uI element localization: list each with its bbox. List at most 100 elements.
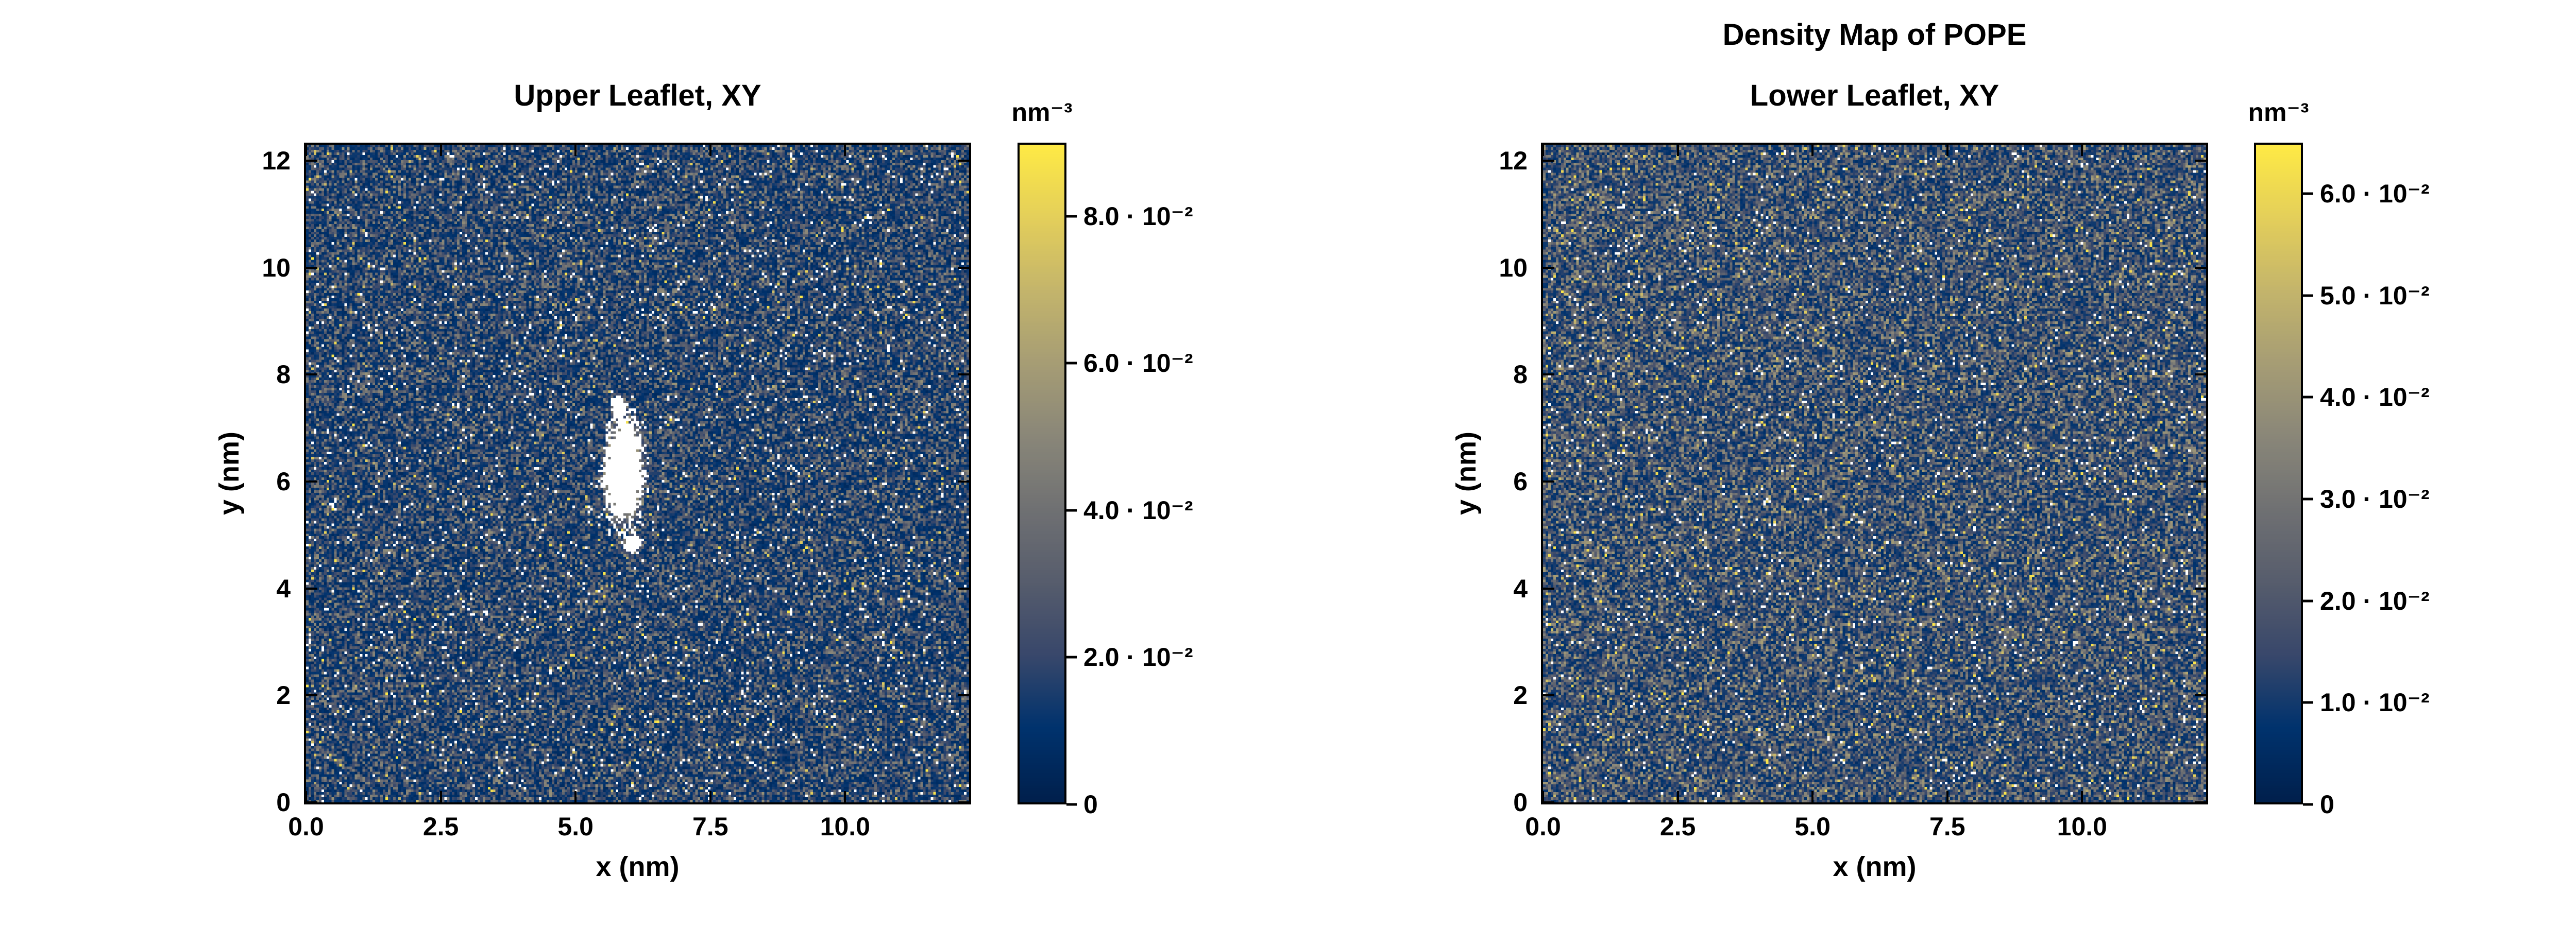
x-tick-label: 10.0: [820, 812, 870, 841]
colorbar-tick-label: 2.0 · 10⁻²: [2320, 586, 2430, 615]
panel-title-lower-leaflet: Lower Leaflet, XY: [1750, 79, 1999, 112]
y-axis-label-upper-leaflet: y (nm): [214, 432, 245, 515]
x-tick-label: 5.0: [1794, 812, 1831, 841]
x-tickmark: [1542, 145, 1544, 156]
panel-title-upper-leaflet: Upper Leaflet, XY: [514, 79, 761, 112]
colorbar-tick-label: 3.0 · 10⁻²: [2320, 484, 2430, 513]
x-tickmark: [1542, 791, 1544, 802]
colorbar-tickmark: [2303, 803, 2313, 806]
y-tickmark: [306, 587, 317, 590]
colorbar-tick-label: 2.0 · 10⁻²: [1083, 643, 1193, 672]
y-tickmark: [1543, 266, 1554, 269]
colorbar-tick-label: 6.0 · 10⁻²: [1083, 349, 1193, 378]
y-tickmark: [306, 160, 317, 162]
heatmap-plot-lower-leaflet: 0.0 2.5 5.0 7.5 10.0 0 2 4 6 8 10 12: [1499, 143, 2208, 841]
y-tick-label: 12: [262, 146, 291, 176]
y-tick-label: 0: [276, 788, 291, 817]
x-tickmark: [305, 145, 307, 156]
colorbar-tickmark: [2303, 192, 2313, 195]
y-tick-label: 10: [262, 253, 291, 282]
y-tick-label: 8: [276, 360, 291, 389]
y-tick-label: 12: [1499, 146, 1528, 176]
x-tickmark: [709, 791, 711, 802]
heatmap-canvas-lower-leaflet: [1543, 145, 2206, 802]
y-tickmark: [958, 266, 969, 269]
x-tickmark: [844, 145, 846, 156]
x-tickmark: [305, 791, 307, 802]
y-tickmark: [958, 373, 969, 376]
y-tickmark: [2195, 801, 2206, 803]
y-tickmark: [306, 694, 317, 697]
colorbar-tickmark: [1066, 362, 1077, 365]
y-tickmark: [1543, 801, 1554, 803]
y-tickmark: [1543, 373, 1554, 376]
y-tickmark: [306, 801, 317, 803]
y-axis-label-lower-leaflet: y (nm): [1451, 432, 1482, 515]
x-tickmark: [439, 791, 442, 802]
x-tickmark: [844, 791, 846, 802]
y-tick-label: 0: [1513, 788, 1528, 817]
y-tickmark: [306, 480, 317, 483]
colorbar-tickmark: [2303, 701, 2313, 704]
x-axis-label-lower-leaflet: x (nm): [1833, 851, 1917, 882]
x-tickmark: [1811, 791, 1814, 802]
y-tick-label: 6: [276, 467, 291, 496]
x-tick-label: 2.5: [422, 812, 459, 841]
x-tick-label: 7.5: [1929, 812, 1965, 841]
colorbar-tick-label: 8.0 · 10⁻²: [1083, 201, 1193, 231]
x-axis-label-upper-leaflet: x (nm): [596, 851, 680, 882]
colorbar-upper-leaflet: nm⁻³ 8.0 · 10⁻² 6.0 · 10⁻² 4.0 · 10⁻² 2.0 ·…: [1011, 98, 1193, 819]
colorbar-tick-label: 0: [1083, 790, 1098, 819]
colorbar-tickmark: [2303, 396, 2313, 399]
colorbar-gradient: [1018, 143, 1066, 804]
heatmap-plot-upper-leaflet: 0.0 2.5 5.0 7.5 10.0 0 2 4 6 8 10 12: [262, 143, 971, 841]
x-tick-label: 0.0: [1525, 812, 1561, 841]
y-tick-label: 2: [276, 681, 291, 710]
x-tickmark: [1946, 791, 1948, 802]
colorbar-tick-label: 6.0 · 10⁻²: [2320, 179, 2430, 208]
colorbar-tick-label: 0: [2320, 790, 2334, 819]
y-tickmark: [958, 160, 969, 162]
colorbar-gradient: [2254, 143, 2303, 804]
x-tickmark: [709, 145, 711, 156]
colorbar-tickmark: [1066, 509, 1077, 512]
y-tickmark: [2195, 266, 2206, 269]
x-tickmark: [574, 791, 577, 802]
y-tickmark: [2195, 160, 2206, 162]
y-tick-label: 4: [1513, 574, 1528, 603]
colorbar-unit-label: nm⁻³: [1011, 98, 1073, 127]
y-tickmark: [1543, 587, 1554, 590]
x-tick-label: 5.0: [557, 812, 594, 841]
y-tickmark: [958, 694, 969, 697]
y-tick-label: 6: [1513, 467, 1528, 496]
y-tick-label: 10: [1499, 253, 1528, 282]
colorbar-tickmark: [2303, 497, 2313, 501]
heatmap-canvas-upper-leaflet: [306, 145, 969, 802]
y-tickmark: [306, 373, 317, 376]
y-tickmark: [1543, 160, 1554, 162]
colorbar-tickmark: [1066, 215, 1077, 218]
x-tickmark: [574, 145, 577, 156]
x-tickmark: [1811, 145, 1814, 156]
y-tickmark: [2195, 587, 2206, 590]
y-tickmark: [958, 480, 969, 483]
x-tickmark: [2081, 145, 2083, 156]
y-tickmark: [2195, 694, 2206, 697]
colorbar-tick-label: 4.0 · 10⁻²: [1083, 495, 1193, 525]
colorbar-lower-leaflet: nm⁻³ 6.0 · 10⁻² 5.0 · 10⁻² 4.0 · 10⁻² 3.0 ·…: [2248, 98, 2429, 819]
colorbar-tick-label: 5.0 · 10⁻²: [2320, 281, 2430, 310]
x-tick-label: 10.0: [2057, 812, 2107, 841]
x-tickmark: [1676, 145, 1679, 156]
y-tickmark: [1543, 480, 1554, 483]
colorbar-tickmark: [2303, 294, 2313, 297]
y-tickmark: [958, 587, 969, 590]
colorbar-tickmark: [1066, 803, 1077, 806]
x-tick-label: 2.5: [1659, 812, 1696, 841]
x-tickmark: [439, 145, 442, 156]
colorbar-tick-label: 4.0 · 10⁻²: [2320, 383, 2430, 412]
y-tick-label: 4: [276, 574, 291, 603]
y-tick-label: 8: [1513, 360, 1528, 389]
colorbar-tickmark: [1066, 656, 1077, 659]
figure-title: Density Map of POPE: [1722, 18, 2027, 52]
y-tickmark: [306, 266, 317, 269]
